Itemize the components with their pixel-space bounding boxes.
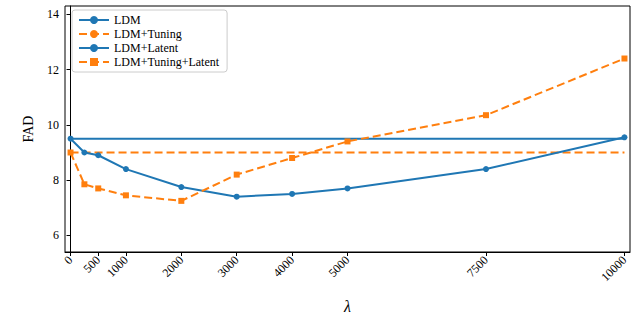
- svg-text:7500: 7500: [464, 253, 491, 280]
- svg-text:LDM+Tuning: LDM+Tuning: [114, 27, 182, 41]
- svg-text:5000: 5000: [326, 253, 353, 280]
- svg-text:LDM+Latent: LDM+Latent: [114, 41, 179, 55]
- svg-text:6: 6: [53, 228, 59, 242]
- svg-text:LDM+Tuning+Latent: LDM+Tuning+Latent: [114, 55, 220, 69]
- svg-text:4000: 4000: [270, 253, 297, 280]
- svg-text:10000: 10000: [598, 253, 629, 284]
- svg-text:500: 500: [81, 253, 104, 276]
- svg-text:0: 0: [61, 253, 75, 267]
- svg-text:LDM: LDM: [114, 13, 141, 27]
- svg-text:3000: 3000: [215, 253, 242, 280]
- svg-text:λ: λ: [343, 298, 351, 315]
- svg-text:14: 14: [47, 7, 59, 21]
- svg-text:12: 12: [47, 63, 59, 77]
- svg-text:FAD: FAD: [21, 116, 36, 143]
- svg-text:10: 10: [47, 118, 59, 132]
- svg-text:8: 8: [53, 173, 59, 187]
- svg-text:2000: 2000: [159, 253, 186, 280]
- svg-text:1000: 1000: [104, 253, 131, 280]
